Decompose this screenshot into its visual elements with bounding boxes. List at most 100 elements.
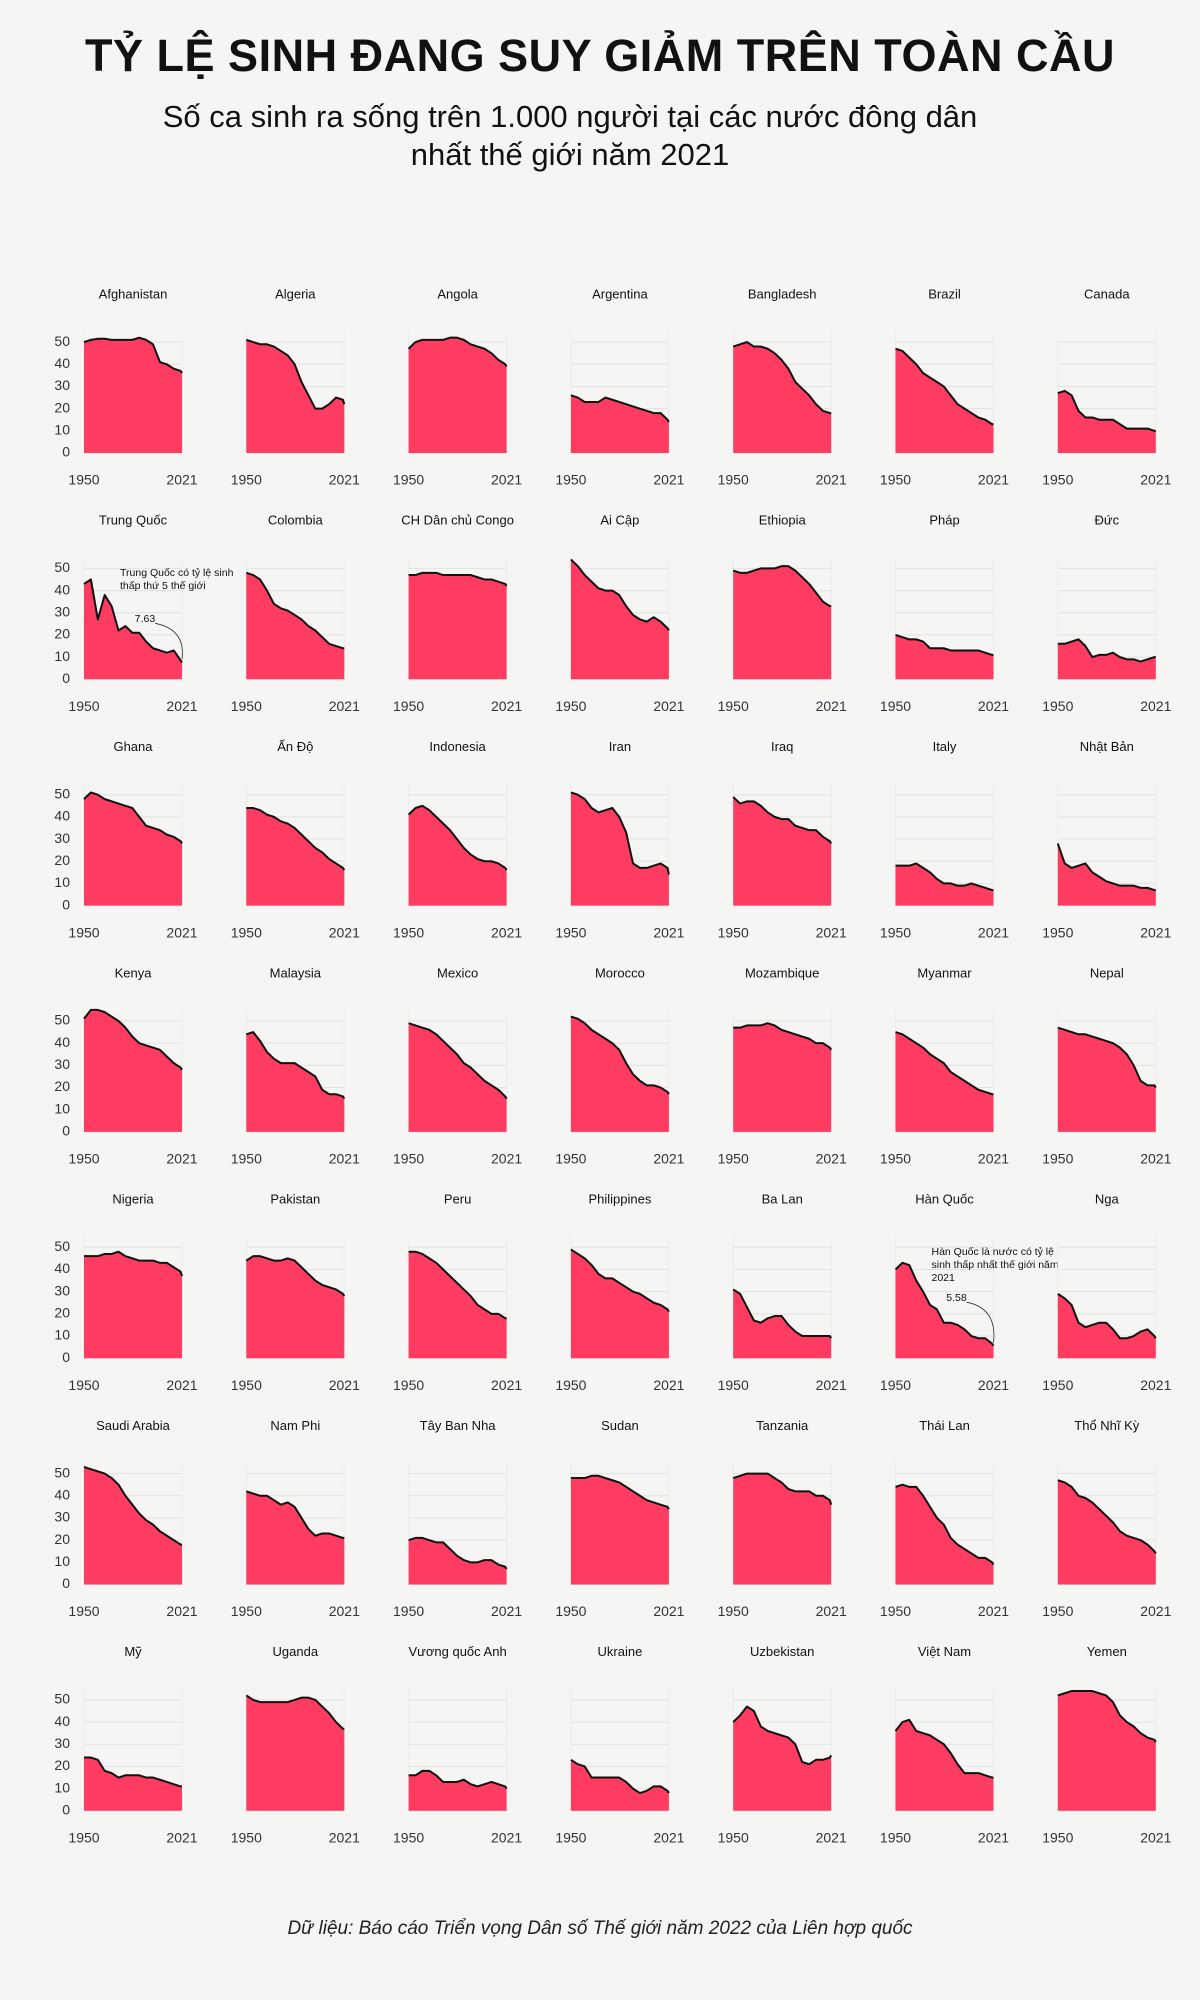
panel: Việt Nam 1950 2021	[880, 1644, 1009, 1845]
x-tick-label: 1950	[718, 924, 749, 940]
panel: Tanzania 1950 2021	[718, 1418, 847, 1619]
panel: Colombia 1950 2021	[231, 513, 360, 714]
line	[1057, 1026, 1157, 1089]
title: TỶ LỆ SINH ĐANG SUY GIẢM TRÊN TOÀN CẦU	[85, 30, 1115, 81]
line	[245, 338, 346, 410]
y-tick-label: 40	[54, 808, 70, 824]
line	[732, 796, 833, 845]
line	[895, 347, 994, 426]
y-tick-label: 10	[54, 1779, 70, 1795]
panel-title: Hàn Quốc	[915, 1192, 974, 1207]
panel-title: Uzbekistan	[750, 1644, 814, 1659]
y-tick-label: 40	[54, 1260, 70, 1276]
x-tick-label: 1950	[880, 1377, 911, 1393]
area	[733, 566, 832, 680]
x-tick-label: 1950	[1042, 1603, 1073, 1619]
area	[408, 805, 507, 906]
source: Dữ liệu: Báo cáo Triển vọng Dân số Thế g…	[287, 1918, 913, 1939]
area	[408, 1023, 507, 1132]
panel: Iraq 1950 2021	[718, 739, 847, 940]
panel: Nam Phi 1950 2021	[231, 1418, 360, 1619]
area	[895, 863, 994, 906]
x-tick-label: 2021	[329, 1151, 360, 1167]
x-tick-label: 2021	[816, 1151, 847, 1167]
y-tick-label: 30	[54, 603, 70, 619]
line	[245, 1255, 346, 1297]
panel-title: Pháp	[929, 513, 959, 528]
panel-title: Angola	[437, 286, 478, 301]
panel-title: Iran	[609, 739, 631, 754]
panel-title: Nepal	[1090, 965, 1124, 980]
area	[570, 792, 669, 906]
area	[84, 1757, 182, 1811]
line	[895, 1031, 994, 1096]
x-tick-label: 1950	[393, 472, 424, 488]
y-tick-label: 20	[54, 399, 70, 415]
area	[84, 579, 182, 680]
y-tick-label: 30	[54, 377, 70, 393]
y-tick-label: 10	[54, 648, 70, 664]
y-tick-label: 0	[62, 1575, 70, 1591]
x-tick-label: 1950	[231, 1830, 262, 1846]
area	[895, 634, 994, 680]
panel-title: Yemen	[1087, 1644, 1127, 1659]
area	[733, 1706, 832, 1811]
panel-title: Ai Cập	[600, 513, 639, 528]
line	[570, 558, 670, 632]
area	[246, 1256, 345, 1359]
x-tick-label: 2021	[816, 1603, 847, 1619]
area	[1057, 1027, 1156, 1132]
panel-title: CH Dân chủ Congo	[401, 513, 514, 528]
y-tick-label: 40	[54, 355, 70, 371]
area	[570, 1249, 669, 1359]
x-tick-label: 2021	[1140, 1830, 1171, 1846]
area	[246, 339, 345, 453]
x-tick-label: 2021	[653, 1830, 684, 1846]
panel-title: Tây Ban Nha	[420, 1418, 497, 1433]
panel: Ethiopia 1950 2021	[718, 513, 847, 714]
x-tick-label: 1950	[231, 1603, 262, 1619]
panel-title: Ba Lan	[762, 1192, 803, 1207]
x-tick-label: 2021	[166, 1151, 197, 1167]
x-tick-label: 1950	[555, 924, 586, 940]
panel: Saudi Arabia 0 10 20 30 40 50 1950 2021	[54, 1418, 197, 1619]
annotation-box: Trung Quốc có tỷ lệ sinh thấp thứ 5 thế …	[120, 567, 233, 592]
y-tick-label: 10	[54, 1553, 70, 1569]
panel: Philippines 1950 2021	[555, 1192, 684, 1393]
panel-title: Italy	[933, 739, 957, 754]
area	[246, 1695, 345, 1811]
line	[83, 1465, 182, 1546]
y-tick-label: 50	[54, 559, 70, 575]
area	[895, 1032, 994, 1132]
line	[732, 341, 832, 415]
panel-title: Ukraine	[598, 1644, 643, 1659]
panel: Pakistan 1950 2021	[231, 1192, 360, 1393]
line	[733, 1022, 833, 1051]
panel-title: Myanmar	[917, 965, 972, 980]
x-tick-label: 1950	[393, 1830, 424, 1846]
panel: Mozambique 1950 2021	[718, 965, 847, 1166]
area	[408, 1537, 507, 1585]
x-tick-label: 1950	[68, 472, 99, 488]
panel-title: Brazil	[928, 286, 961, 301]
x-tick-label: 1950	[880, 1830, 911, 1846]
x-tick-label: 1950	[231, 472, 262, 488]
line	[83, 336, 183, 374]
annotation: Hàn Quốc là nước có tỷ lệ sinh thấp nhất…	[931, 1246, 1059, 1285]
area	[895, 1719, 994, 1811]
x-tick-label: 1950	[880, 1603, 911, 1619]
panel: Nigeria 0 10 20 30 40 50 1950 2021	[54, 1192, 197, 1393]
panel: Algeria 1950 2021	[231, 286, 360, 487]
panel-title: Đức	[1095, 513, 1120, 528]
panel-title: Bangladesh	[748, 286, 817, 301]
x-tick-label: 1950	[555, 1830, 586, 1846]
panel: Malaysia 1950 2021	[231, 965, 360, 1166]
panel-title: Uganda	[273, 1644, 319, 1659]
y-tick-label: 0	[62, 1802, 70, 1818]
y-tick-label: 0	[62, 1123, 70, 1139]
x-tick-label: 2021	[329, 472, 360, 488]
x-tick-label: 1950	[1042, 1151, 1073, 1167]
x-tick-label: 1950	[718, 1151, 749, 1167]
x-tick-label: 2021	[166, 924, 197, 940]
